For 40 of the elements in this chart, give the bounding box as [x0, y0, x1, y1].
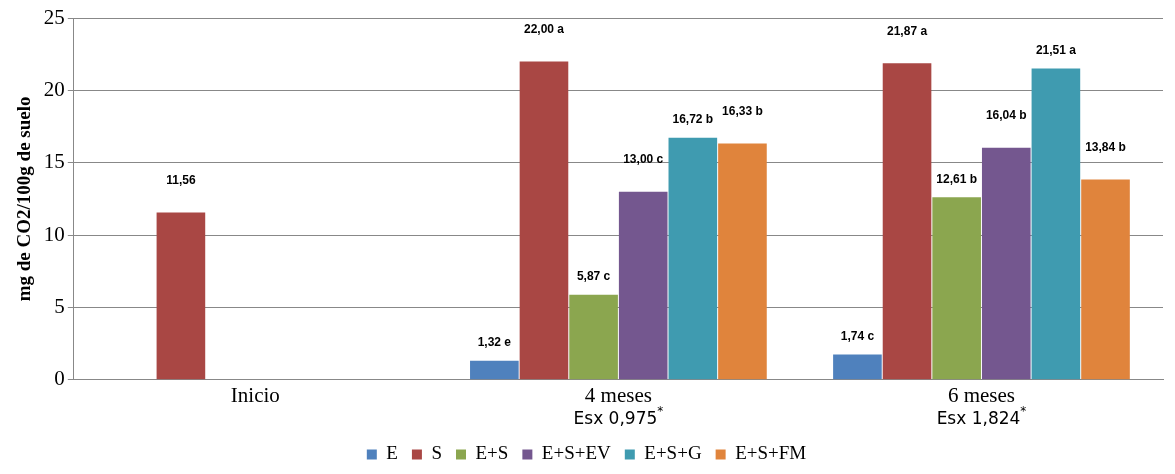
legend-label: E	[386, 442, 398, 464]
data-label: 13,84 b	[1085, 139, 1126, 154]
x-tick-label: Inicio	[230, 382, 280, 407]
data-label: 1,74 c	[840, 328, 875, 343]
bar	[882, 63, 932, 380]
y-tick-label: 25	[43, 4, 65, 29]
data-label: 5,87 c	[576, 269, 611, 284]
data-label: 11,56	[166, 172, 196, 187]
bar	[833, 354, 882, 380]
data-label: 16,04 b	[985, 107, 1027, 122]
data-label: 12,61 b	[936, 171, 978, 186]
data-label: 21,51 a	[1035, 42, 1077, 57]
bar	[1081, 179, 1130, 380]
legend-label: E+S+EV	[541, 442, 612, 464]
y-tick-label: 5	[54, 293, 65, 318]
legend-label: E+S+G	[644, 442, 702, 464]
legend-label: S	[431, 442, 442, 464]
bar	[932, 197, 981, 380]
legend-label: E+S	[475, 442, 509, 464]
bar	[618, 191, 668, 380]
data-label: 21,87 a	[887, 23, 928, 38]
bar	[156, 212, 206, 380]
bar	[519, 61, 569, 380]
bar	[668, 137, 718, 380]
y-tick-label: 20	[43, 76, 65, 101]
y-tick-label: 10	[43, 221, 65, 246]
legend-label: E+S+FM	[735, 442, 807, 464]
bar	[470, 360, 519, 380]
data-label: 13,00 c	[623, 151, 664, 166]
bar	[981, 147, 1031, 380]
bar	[718, 143, 767, 380]
data-label: 22,00 a	[523, 21, 565, 36]
bar	[569, 294, 618, 380]
data-label: 1,32 e	[477, 335, 512, 350]
bar	[1031, 68, 1081, 380]
data-label: 16,72 b	[672, 112, 714, 127]
data-label: 16,33 b	[722, 103, 763, 118]
y-axis-title: mg de CO2/100g de suelo	[13, 96, 35, 302]
y-tick-label: 15	[43, 149, 65, 174]
y-tick-label: 0	[54, 366, 65, 391]
